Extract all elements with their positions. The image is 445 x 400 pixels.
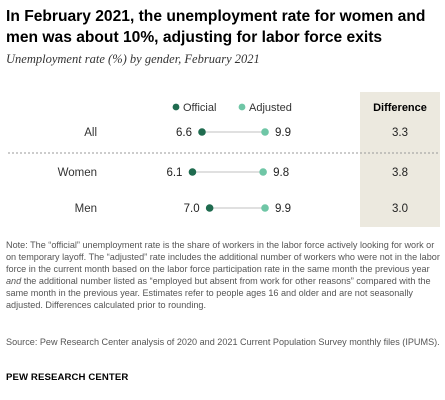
legend-official-marker — [172, 103, 180, 111]
chart-source: Source: Pew Research Center analysis of … — [6, 337, 440, 347]
note-emphasis: and — [6, 276, 22, 287]
dot-plot-chart: Difference Official Adjusted All 6.6 9.9 3.3 Wo… — [8, 92, 440, 227]
legend-official-label: Official — [183, 102, 216, 114]
legend-adjusted-label: Adjusted — [249, 102, 292, 114]
difference-header: Difference — [373, 102, 427, 114]
adjusted-value-label: 9.9 — [275, 127, 291, 139]
adjusted-dot — [261, 128, 269, 136]
official-value-label: 6.1 — [166, 167, 182, 179]
official-dot — [198, 128, 206, 136]
official-dot — [188, 168, 197, 176]
category-label: Men — [75, 203, 97, 215]
note-text-cont: the additional number listed as “employe… — [6, 276, 431, 311]
pew-logo-text: PEW RESEARCH CENTER — [6, 372, 129, 383]
chart-subtitle: Unemployment rate (%) by gender, Februar… — [6, 52, 260, 66]
legend-adjusted-marker — [238, 103, 246, 111]
official-value-label: 6.6 — [176, 127, 192, 139]
adjusted-dot — [259, 168, 267, 176]
official-dot — [205, 204, 214, 212]
category-label: All — [84, 127, 97, 139]
difference-column-bg — [360, 92, 440, 227]
difference-value: 3.3 — [392, 127, 408, 139]
note-text: Note: The “official” unemployment rate i… — [6, 240, 440, 275]
adjusted-dot — [261, 204, 269, 212]
chart-note: Note: The “official” unemployment rate i… — [6, 239, 440, 312]
adjusted-value-label: 9.8 — [273, 167, 289, 179]
category-label: Women — [58, 167, 97, 179]
chart-title: In February 2021, the unemployment rate … — [6, 8, 426, 46]
difference-value: 3.8 — [392, 167, 408, 179]
official-value-label: 7.0 — [184, 203, 200, 215]
difference-value: 3.0 — [392, 203, 408, 215]
adjusted-value-label: 9.9 — [275, 203, 291, 215]
